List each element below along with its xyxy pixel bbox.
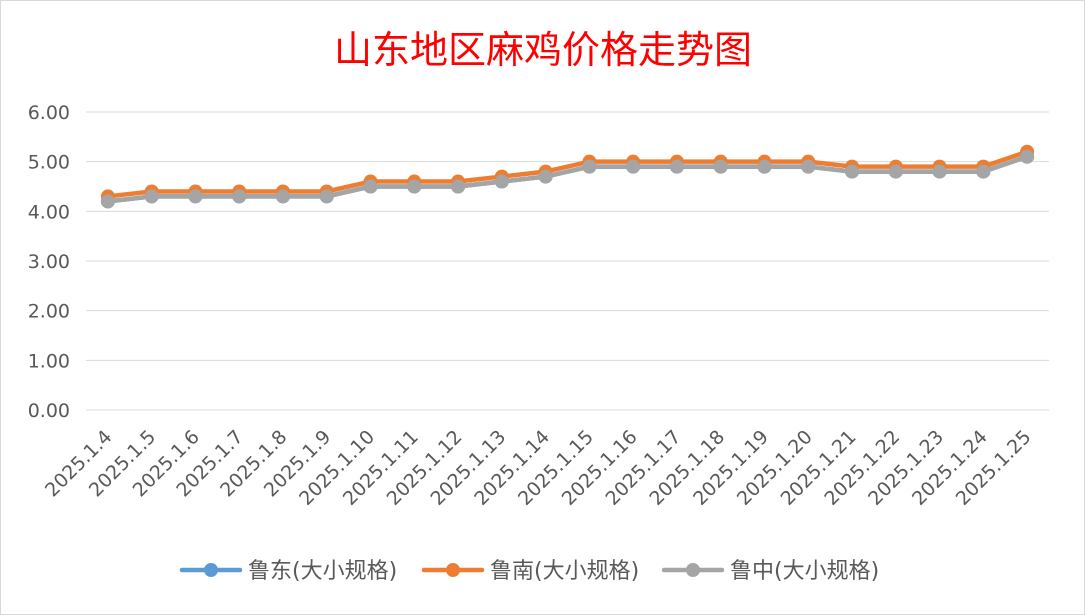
data-point [801,159,816,174]
data-point [363,179,378,194]
data-point [451,179,466,194]
data-point [100,194,115,209]
data-point [669,159,684,174]
data-point [582,159,597,174]
y-tick-label: 5.00 [28,152,70,174]
data-point [1020,149,1035,164]
data-point [144,189,159,204]
data-point [888,164,903,179]
data-point [757,159,772,174]
legend-swatch-marker [686,563,700,577]
legend-label: 鲁东(大小规格) [248,559,397,584]
legend: 鲁东(大小规格) 鲁南(大小规格) 鲁中(大小规格) [179,559,879,584]
series-group [100,144,1035,209]
y-tick-label: 0.00 [28,400,70,422]
data-point [932,164,947,179]
y-tick-label: 4.00 [28,201,70,223]
series-line [105,149,1030,199]
gridlines [86,111,1049,411]
y-tick-label: 1.00 [28,350,70,372]
data-point [319,189,334,204]
series-2 [100,149,1035,209]
data-point [407,179,422,194]
legend-item: 鲁东(大小规格) [179,559,397,584]
chart-title: 山东地区麻鸡价格走势图 [334,28,752,72]
y-axis-ticks: 0.00 1.00 2.00 3.00 4.00 5.00 6.00 [28,102,70,422]
y-tick-label: 6.00 [28,102,70,124]
legend-item: 鲁中(大小规格) [661,559,879,584]
legend-label: 鲁中(大小规格) [730,559,879,584]
y-tick-label: 2.00 [28,301,70,323]
x-axis-ticks: 2025.1.42025.1.52025.1.62025.1.72025.1.8… [41,426,1036,510]
data-point [713,159,728,174]
data-point [188,189,203,204]
data-point [275,189,290,204]
data-point [626,159,641,174]
data-point [976,164,991,179]
data-point [494,174,509,189]
legend-swatch-marker [204,563,218,577]
legend-swatch-marker [446,563,460,577]
y-tick-label: 3.00 [28,251,70,273]
series-line [105,154,1030,204]
data-point [845,164,860,179]
data-point [538,169,553,184]
data-point [232,189,247,204]
legend-item: 鲁南(大小规格) [421,559,639,584]
legend-label: 鲁南(大小规格) [490,559,639,584]
